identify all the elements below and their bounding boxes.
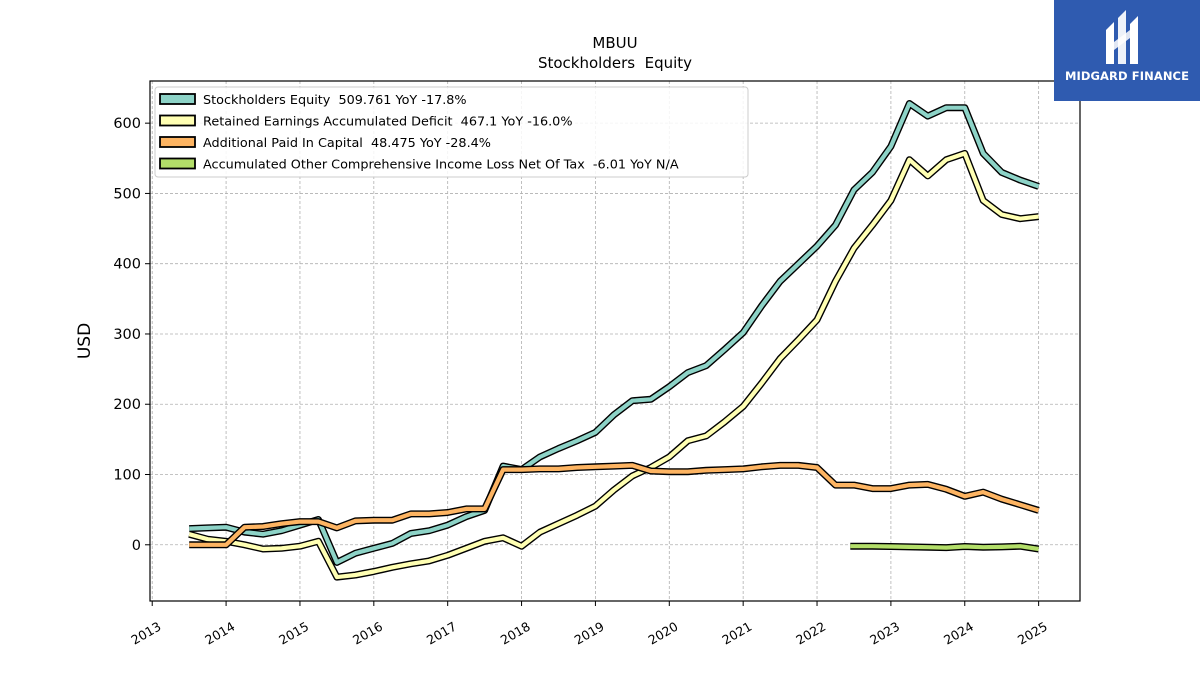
plot-frame [149,80,1081,602]
x-tick-label: 2022 [793,619,828,648]
x-tick-label: 2015 [276,619,311,648]
legend-label-2: Additional Paid In Capital 48.475 YoY -2… [203,136,491,151]
y-tick-label: 0 [132,538,141,554]
legend-swatch-1 [159,114,196,127]
y-tick-label: 500 [113,186,141,202]
y-tick-label: 100 [113,468,141,484]
y-tick-label: 200 [113,397,141,413]
x-tick-label: 2020 [646,619,681,648]
y-tick-label: 600 [113,116,141,132]
x-tick-label: 2023 [867,619,902,648]
logo-text: MIDGARD FINANCE [1064,69,1190,83]
series-line-0 [189,101,1040,565]
series-line-3 [850,544,1039,552]
legend-label-3: Accumulated Other Comprehensive Income L… [203,158,679,173]
chart-subtitle: Stockholders Equity [538,54,692,72]
x-tick-label: 2021 [719,619,754,648]
series-outline-1 [188,149,1039,581]
series-lines [188,100,1040,581]
x-tick-label: 2018 [498,619,533,648]
x-tick-label: 2013 [128,619,163,648]
y-axis-label: USD [75,323,95,359]
legend-box [154,86,749,178]
legend-swatch-2 [159,136,196,148]
legend: Stockholders Equity 509.761 YoY -17.8% Re… [154,86,749,178]
series-line-1 [188,151,1039,580]
legend-label-0: Stockholders Equity 509.761 YoY -17.8% [203,93,467,108]
x-tick-label: 2025 [1015,619,1050,648]
y-tick-label: 300 [113,327,141,343]
x-tick-label: 2016 [350,619,385,648]
x-tick-label: 2017 [424,619,459,648]
x-tick-label: 2024 [941,619,976,648]
series-line-2 [189,463,1040,547]
x-tick-label: 2014 [202,619,237,648]
series-outline-2 [189,461,1040,549]
y-tick-label: 400 [113,257,141,273]
x-tick-label: 2019 [572,619,607,648]
legend-swatch-0 [159,93,196,105]
legend-label-1: Retained Earnings Accumulated Deficit 46… [203,115,572,130]
axes: 0 100 200 300 400 500 600 2013 2014 2015 2016 2017 2… [113,116,1050,647]
brand-logo: MIDGARD FINANCE [1054,0,1200,101]
midgard-logo-icon [1106,10,1138,64]
chart-title: MBUU [592,34,637,52]
legend-swatch-3 [159,157,196,170]
